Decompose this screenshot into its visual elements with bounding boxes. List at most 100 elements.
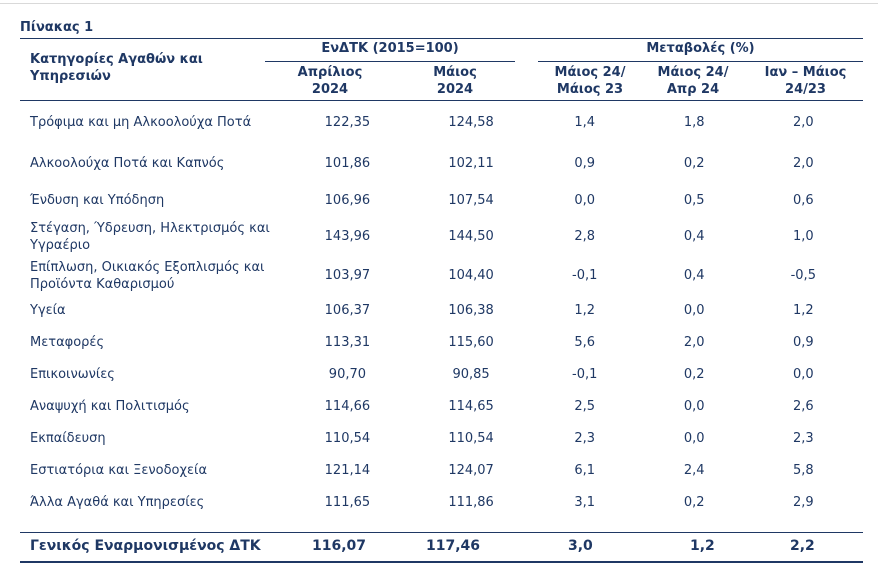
total-row: Γενικός Εναρμονισμένος ΔΤΚ 116,07 117,46… — [20, 534, 863, 560]
cell-mom: 2,0 — [683, 334, 705, 350]
cell-apr-2024: 121,14 — [324, 462, 371, 478]
col-header-apr-2024: Απρίλιος 2024 — [297, 65, 363, 97]
col-header-jan-may: Ιαν – Μάιος 24/23 — [764, 65, 847, 97]
table-row: Στέγαση, Ύδρευση, Ηλεκτρισμός και Υγραέρ… — [20, 216, 863, 257]
table-row: Εκπαίδευση 110,54 110,54 2,3 0,0 2,3 — [20, 422, 863, 454]
cell-apr-2024: 110,54 — [324, 430, 371, 446]
table-row: Τρόφιμα και μη Αλκοολούχα Ποτά 122,35 12… — [20, 102, 863, 143]
cell-mom: 0,4 — [683, 229, 705, 244]
cell-yoy: 2,8 — [574, 229, 596, 244]
total-ytd: 2,2 — [790, 538, 815, 554]
cell-mom: 0,0 — [683, 398, 705, 414]
hicp-group-header: ΕνΔΤΚ (2015=100) — [321, 41, 459, 56]
cell-ytd: 1,2 — [792, 302, 814, 318]
total-yoy: 3,0 — [568, 538, 593, 554]
cell-may-2024: 115,60 — [448, 334, 494, 350]
cell-mom: 0,2 — [683, 156, 705, 171]
cell-may-2024: 144,50 — [448, 229, 494, 244]
total-apr-2024: 116,07 — [312, 538, 367, 554]
cell-mom: 0,2 — [683, 494, 705, 510]
table-row: Αλκοολούχα Ποτά και Καπνός 101,86 102,11… — [20, 143, 863, 184]
row-category: Τρόφιμα και μη Αλκοολούχα Ποτά — [30, 115, 252, 130]
data-table: Τρόφιμα και μη Αλκοολούχα Ποτά 122,35 12… — [20, 102, 863, 518]
cell-ytd: 2,0 — [792, 156, 814, 171]
cell-yoy: 5,6 — [574, 334, 596, 350]
table-row: Εστιατόρια και Ξενοδοχεία 121,14 124,07 … — [20, 454, 863, 486]
row-category: Επίπλωση, Οικιακός Εξοπλισμός και Προϊόν… — [30, 259, 265, 292]
cell-mom: 0,0 — [683, 430, 705, 446]
total-top-rule — [20, 532, 863, 533]
table-row: Υγεία 106,37 106,38 1,2 0,0 1,2 — [20, 294, 863, 326]
table-row: Ένδυση και Υπόδηση 106,96 107,54 0,0 0,5… — [20, 184, 863, 216]
cell-yoy: -0,1 — [572, 366, 598, 382]
cell-may-2024: 104,40 — [448, 268, 494, 283]
cell-may-2024: 102,11 — [448, 156, 494, 171]
cell-yoy: 1,4 — [574, 115, 596, 130]
row-category: Υγεία — [30, 302, 66, 318]
cell-ytd: 0,0 — [792, 366, 814, 382]
cell-ytd: 2,9 — [792, 494, 814, 510]
category-header: Κατηγορίες Αγαθών και Υπηρεσιών — [30, 52, 203, 84]
row-category: Εστιατόρια και Ξενοδοχεία — [30, 462, 208, 478]
cell-apr-2024: 113,31 — [324, 334, 371, 350]
total-category: Γενικός Εναρμονισμένος ΔΤΚ — [30, 538, 261, 554]
cell-mom: 2,4 — [683, 462, 705, 478]
cell-apr-2024: 143,96 — [324, 229, 371, 244]
cell-may-2024: 90,85 — [452, 366, 490, 382]
cell-apr-2024: 114,66 — [324, 398, 371, 414]
table-row: Επικοινωνίες 90,70 90,85 -0,1 0,2 0,0 — [20, 358, 863, 390]
cell-may-2024: 107,54 — [448, 192, 494, 208]
row-category: Άλλα Αγαθά και Υπηρεσίες — [30, 494, 205, 510]
total-bottom-rule — [20, 561, 863, 563]
cell-ytd: 5,8 — [792, 462, 814, 478]
cell-may-2024: 110,54 — [448, 430, 494, 446]
cell-yoy: 0,0 — [574, 192, 596, 208]
cell-ytd: 0,6 — [792, 192, 814, 208]
cell-yoy: 0,9 — [574, 156, 596, 171]
row-category: Στέγαση, Ύδρευση, Ηλεκτρισμός και Υγραέρ… — [30, 220, 270, 253]
row-category: Ένδυση και Υπόδηση — [30, 192, 165, 208]
cell-ytd: 1,0 — [792, 229, 814, 244]
col-header-may-2024: Μάιος 2024 — [433, 65, 477, 97]
cell-ytd: 2,3 — [792, 430, 814, 446]
cell-may-2024: 111,86 — [448, 494, 494, 510]
cell-yoy: 6,1 — [574, 462, 596, 478]
cell-yoy: 2,5 — [574, 398, 596, 414]
cell-mom: 0,2 — [683, 366, 705, 382]
cell-mom: 0,5 — [683, 192, 705, 208]
change-group-header: Μεταβολές (%) — [646, 41, 755, 56]
hicp-group-rule — [265, 61, 515, 62]
row-category: Εκπαίδευση — [30, 430, 106, 446]
cell-may-2024: 114,65 — [448, 398, 494, 414]
cell-yoy: -0,1 — [572, 268, 598, 283]
header-bottom-rule — [20, 100, 863, 101]
top-divider — [0, 3, 878, 4]
cell-apr-2024: 101,86 — [324, 156, 371, 171]
row-category: Αναψυχή και Πολιτισμός — [30, 398, 190, 414]
cell-apr-2024: 122,35 — [324, 115, 371, 130]
cell-apr-2024: 90,70 — [328, 366, 367, 382]
table-row: Αναψυχή και Πολιτισμός 114,66 114,65 2,5… — [20, 390, 863, 422]
table-title: Πίνακας 1 — [20, 20, 94, 35]
cell-yoy: 3,1 — [574, 494, 596, 510]
col-header-may24-may23: Μάιος 24/ Μάιος 23 — [554, 65, 626, 97]
table-row: Μεταφορές 113,31 115,60 5,6 2,0 0,9 — [20, 326, 863, 358]
cell-yoy: 2,3 — [574, 430, 596, 446]
cell-apr-2024: 103,97 — [324, 268, 371, 283]
table-row: Άλλα Αγαθά και Υπηρεσίες 111,65 111,86 3… — [20, 486, 863, 518]
row-category: Αλκοολούχα Ποτά και Καπνός — [30, 156, 225, 171]
cell-may-2024: 124,58 — [448, 115, 494, 130]
cell-mom: 1,8 — [683, 115, 705, 130]
cell-ytd: 2,0 — [792, 115, 814, 130]
row-category: Επικοινωνίες — [30, 366, 115, 382]
cell-ytd: -0,5 — [790, 268, 816, 283]
cell-may-2024: 124,07 — [448, 462, 494, 478]
total-mom: 1,2 — [690, 538, 715, 554]
cell-mom: 0,4 — [683, 268, 705, 283]
cell-yoy: 1,2 — [574, 302, 596, 318]
table-row: Επίπλωση, Οικιακός Εξοπλισμός και Προϊόν… — [20, 257, 863, 294]
change-group-rule — [538, 61, 863, 62]
header-top-rule — [20, 38, 863, 39]
cell-mom: 0,0 — [683, 302, 705, 318]
cell-may-2024: 106,38 — [448, 302, 494, 318]
